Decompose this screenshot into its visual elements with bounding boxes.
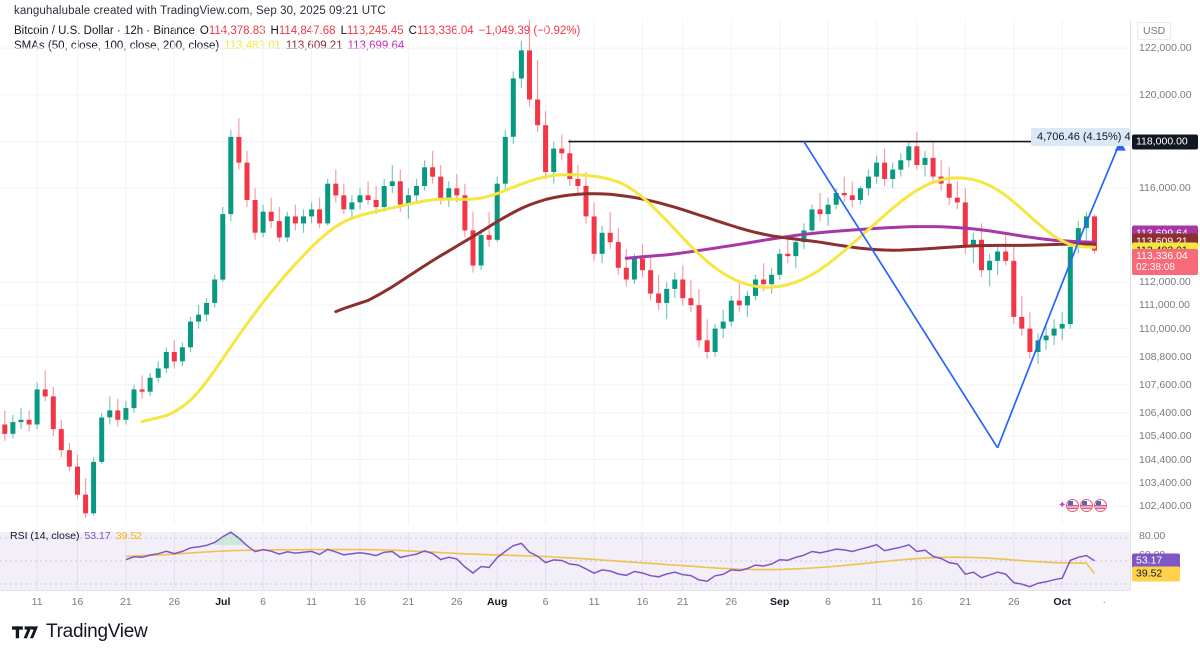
price-axis-label: 122,000.00	[1139, 42, 1192, 55]
tradingview-logo-icon	[12, 625, 38, 638]
time-axis-label: 11	[871, 596, 883, 608]
legend-sma200-value: 113,699.64	[347, 40, 405, 52]
price-tag-last-value: 113,336.04	[1136, 250, 1188, 263]
legend-high-key: H	[270, 25, 279, 37]
time-axis-label: 21	[676, 596, 689, 608]
price-plot-svg[interactable]	[0, 20, 1146, 525]
time-axis-label-partial: ·	[1102, 596, 1106, 608]
time-axis-label: 11	[31, 596, 43, 608]
time-axis-label: 21	[959, 596, 972, 608]
candlestick-series[interactable]	[2, 20, 1097, 518]
rsi-legend-value: 53.17	[84, 530, 111, 542]
price-tag-last[interactable]: 113,336.04 02:38:08	[1132, 249, 1198, 276]
time-axis-label: 16	[354, 596, 366, 608]
horizontal-gridlines	[0, 47, 1130, 507]
price-axis-label: 112,000.00	[1139, 275, 1191, 288]
measure-tool-tooltip: 4,706.46 (4.15%) 47	[1031, 128, 1130, 146]
time-axis-label: 21	[402, 596, 415, 608]
price-tag-resistance[interactable]: 118,000.00	[1132, 134, 1198, 150]
legend-low-value: 113,245.45	[346, 25, 404, 37]
price-axis-label: 105,400.00	[1139, 430, 1192, 443]
rsi-ma-line	[125, 548, 1096, 575]
time-axis-label: 11	[306, 596, 318, 608]
us-flag-icon[interactable]	[1094, 499, 1108, 512]
price-axis-label: 108,800.00	[1139, 350, 1192, 363]
time-axis-label: 26	[168, 596, 181, 608]
time-axis-label: 16	[911, 596, 923, 608]
time-axis-label: 6	[260, 596, 267, 608]
tradingview-footer: TradingView	[12, 621, 148, 643]
time-axis-label: 26	[450, 596, 463, 608]
time-axis-label: 11	[588, 596, 600, 608]
rsi-pane[interactable]	[0, 531, 1130, 590]
time-axis-label: 16	[636, 596, 649, 608]
price-axis-label: 111,000.00	[1139, 299, 1190, 312]
countdown-value: 02:38:08	[1136, 262, 1175, 274]
price-axis-label: 107,600.00	[1139, 378, 1192, 391]
time-scale-axis[interactable]: 11 16 21 26 Jul 6 11 16 21 26 Aug 6 11 16 21 26 Sep 6 11 16…	[0, 590, 1130, 614]
rsi-axis-label: 80.00	[1139, 529, 1166, 542]
legend-open-key: O	[199, 25, 209, 37]
price-scale-axis[interactable]: USD 122,000.00 120,000.00 118,000.00 116,00…	[1130, 20, 1200, 525]
time-axis-label: Sep	[770, 596, 790, 608]
rsi-plot-svg[interactable]	[0, 531, 1130, 590]
price-pane[interactable]	[0, 20, 1146, 525]
rsi-tag-value[interactable]: 53.17	[1132, 553, 1180, 569]
price-axis-label: 104,400.00	[1139, 453, 1192, 466]
legend-sma50-value: 113,483.01	[224, 40, 281, 52]
us-flag-icon[interactable]	[1080, 499, 1094, 512]
price-axis-label: 103,400.00	[1139, 476, 1192, 489]
currency-label[interactable]: USD	[1137, 22, 1172, 40]
time-axis-label: Oct	[1053, 596, 1071, 608]
time-axis-label: 26	[1007, 596, 1020, 608]
time-axis-label: Aug	[486, 596, 508, 608]
rsi-legend-ma-value: 39.52	[115, 530, 143, 542]
price-axis-label: 110,000.00	[1139, 322, 1191, 335]
tradingview-brand-name: TradingView	[46, 621, 148, 642]
sparkle-icon: ✦	[1058, 499, 1067, 511]
price-axis-label: 102,400.00	[1139, 500, 1192, 513]
rsi-legend: RSI (14, close) 53.17 39.52	[10, 530, 142, 542]
rsi-tag-ma[interactable]: 39.52	[1132, 566, 1180, 582]
time-axis-label: Jul	[215, 596, 231, 608]
time-axis-label: 21	[120, 596, 132, 608]
rsi-line	[125, 531, 1095, 588]
legend-low-key: L	[340, 25, 347, 37]
legend-symbol[interactable]: Bitcoin / U.S. Dollar · 12h · Binance	[14, 25, 195, 37]
sma-100-line	[334, 192, 1096, 314]
price-axis-label: 116,000.00	[1139, 182, 1191, 195]
sma-50-line	[140, 173, 1096, 424]
legend-sma-row: SMAs (50, close, 100, close, 200, close)…	[14, 39, 580, 54]
time-axis-label: 6	[825, 596, 832, 608]
vertical-gridlines	[36, 20, 1063, 525]
legend-sma-label[interactable]: SMAs (50, close, 100, close, 200, close)	[14, 40, 220, 52]
chart-legend: Bitcoin / U.S. Dollar · 12h · Binance O 11…	[14, 24, 580, 54]
legend-high-value: 114,847.68	[278, 25, 336, 37]
economic-event-flags[interactable]: ✦	[1058, 499, 1108, 512]
time-axis-label: 26	[725, 596, 738, 608]
legend-close-key: C	[408, 25, 417, 37]
rsi-legend-label[interactable]: RSI (14, close)	[10, 530, 80, 542]
us-flag-icon[interactable]	[1066, 499, 1080, 512]
trend-line-drawing[interactable]	[803, 140, 1146, 449]
price-axis-label: 106,400.00	[1139, 406, 1192, 419]
legend-sma100-value: 113,609.21	[285, 40, 343, 52]
attribution-watermark: kanguhalubale created with TradingView.c…	[14, 5, 386, 17]
legend-close-value: 113,336.04	[416, 25, 474, 37]
time-axis-label: 16	[71, 596, 84, 608]
time-axis-label: 6	[542, 596, 549, 608]
price-axis-label: 120,000.00	[1139, 88, 1192, 101]
